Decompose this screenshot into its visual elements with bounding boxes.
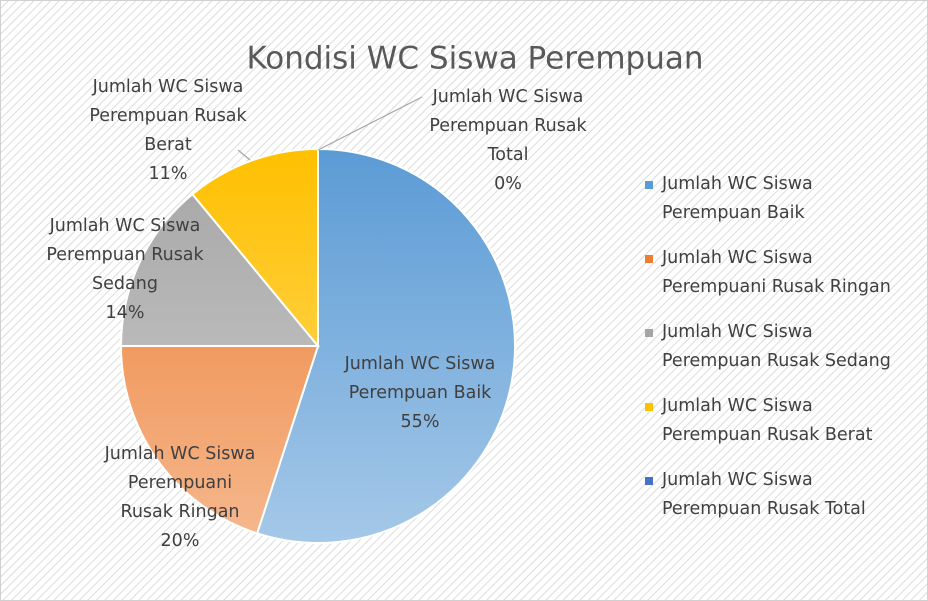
legend-swatch: [645, 477, 653, 485]
legend-label: Jumlah WC Siswa Perempuan Rusak Berat: [662, 392, 902, 450]
data-label: Jumlah WC Siswa Perempuan Rusak Berat 11%: [88, 73, 248, 189]
label-text: 20%: [160, 531, 200, 551]
legend-label: Jumlah WC Siswa Perempuan Baik: [662, 170, 902, 228]
label-text: Jumlah WC Siswa Perempuan Rusak Total: [662, 470, 866, 519]
label-text: Jumlah WC Siswa Perempuani Rusak Ringan: [104, 444, 256, 522]
legend-swatch: [645, 255, 653, 263]
legend-swatch: [645, 403, 653, 411]
label-text: Jumlah WC Siswa Perempuan Rusak Total: [429, 87, 587, 165]
label-text: Jumlah WC Siswa Perempuan Baik: [662, 174, 813, 223]
legend-label: Jumlah WC Siswa Perempuan Rusak Total: [662, 466, 902, 524]
label-text: 0%: [494, 174, 522, 194]
pie-slice: [119, 345, 320, 535]
pie-slice: [191, 147, 319, 349]
data-label: Jumlah WC Siswa Perempuan Rusak Sedang 14…: [45, 212, 205, 328]
label-text: Jumlah WC Siswa Perempuan Rusak Sedang: [662, 322, 891, 371]
data-label: Jumlah WC Siswa Perempuan Rusak Total 0%: [428, 83, 588, 199]
label-text: 14%: [105, 303, 145, 323]
label-text: 11%: [148, 164, 188, 184]
legend-swatch: [645, 181, 653, 189]
data-label: Jumlah WC Siswa Perempuani Rusak Ringan 2…: [100, 440, 260, 556]
label-text: 55%: [400, 412, 440, 432]
legend-swatch: [645, 329, 653, 337]
leader-line: [317, 96, 423, 151]
legend-label: Jumlah WC Siswa Perempuan Rusak Sedang: [662, 318, 902, 376]
label-text: Jumlah WC Siswa Perempuan Rusak Berat: [89, 77, 247, 155]
leader-line: [237, 149, 251, 161]
pie-slice: [255, 147, 516, 544]
label-text: Jumlah WC Siswa Perempuan Rusak Sedang: [46, 216, 204, 294]
label-text: Jumlah WC Siswa Perempuan Rusak Berat: [662, 396, 873, 445]
data-label: Jumlah WC Siswa Perempuan Baik 55%: [320, 350, 520, 437]
legend-label: Jumlah WC Siswa Perempuani Rusak Ringan: [662, 244, 902, 302]
chart-title: Kondisi WC Siswa Perempuan: [246, 41, 703, 77]
label-text: Jumlah WC Siswa Perempuan Baik: [344, 354, 496, 403]
label-text: Jumlah WC Siswa Perempuani Rusak Ringan: [662, 248, 891, 297]
pie-slice: [119, 192, 321, 347]
pie: [119, 147, 516, 544]
